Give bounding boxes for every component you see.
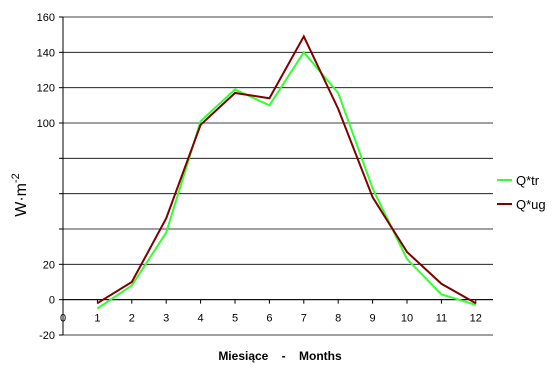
x-axis-label: Miesiące - Months — [218, 349, 342, 363]
x-tick-label: 12 — [470, 313, 482, 325]
series-line-q-ug — [96, 34, 477, 305]
y-axis-label-superscript: -2 — [10, 173, 22, 183]
y-tick-label: 140 — [37, 47, 55, 59]
y-tick-label: 0 — [49, 295, 55, 307]
y-tick-label: 160 — [37, 12, 55, 24]
x-tick-label: 9 — [370, 313, 376, 325]
x-tick-label: 2 — [129, 313, 135, 325]
x-tick-label: 7 — [301, 313, 307, 325]
x-tick-label: 3 — [163, 313, 169, 325]
y-tick-label: -20 — [39, 330, 55, 342]
legend-label-q-ug: Q*ug — [516, 197, 546, 212]
y-axis-ticks: -20 0 20 100 120 140 160 — [37, 12, 63, 342]
series-line-q-tr — [96, 50, 477, 310]
y-tick-label: 100 — [37, 118, 55, 130]
legend: Q*tr Q*ug — [497, 173, 546, 212]
y-axis-label-text: W·m — [13, 183, 30, 217]
x-tick-label: 10 — [401, 313, 413, 325]
series-lines — [96, 34, 477, 310]
y-tick-label: 20 — [43, 259, 55, 271]
legend-label-q-tr: Q*tr — [516, 173, 540, 188]
x-tick-label: 11 — [436, 313, 447, 325]
x-tick-label: 4 — [198, 313, 204, 325]
y-tick-label: 120 — [37, 83, 55, 95]
x-tick-label: 1 — [94, 313, 100, 325]
y-axis-label: W·m-2 — [10, 173, 30, 217]
x-tick-label: 5 — [232, 313, 238, 325]
x-tick-label: 6 — [266, 313, 272, 325]
x-tick-label: 8 — [335, 313, 341, 325]
